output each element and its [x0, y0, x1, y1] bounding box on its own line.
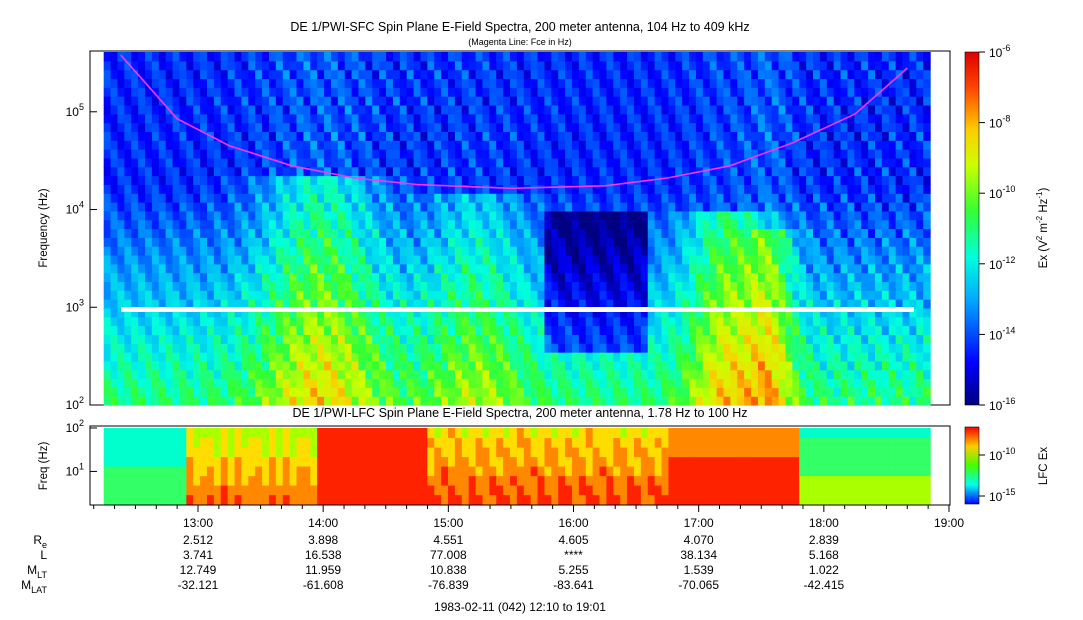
lfc-colorbar-label: LFC Ex — [1038, 447, 1050, 486]
sfc-colorbar-ticks: 10-6 10-8 10-10 10-12 10-14 10-16 — [979, 43, 1015, 413]
lfc-title: DE 1/PWI-LFC Spin Plane E-Field Spectra,… — [292, 406, 747, 420]
ephemeris-value: -32.121 — [178, 578, 219, 592]
ephemeris-value: 38.134 — [680, 548, 717, 562]
ephemeris-value: 3.898 — [308, 533, 338, 547]
date-range-footer: 1983-02-11 (042) 12:10 to 19:01 — [434, 600, 606, 614]
fce-magenta-line — [120, 54, 908, 190]
ephemeris-value: 11.959 — [305, 563, 341, 577]
sfc-colorbar-tick-label: 10-16 — [989, 396, 1015, 413]
sfc-y-tick-label: 103 — [66, 297, 84, 314]
time-tick-label: 13:00 — [183, 516, 213, 530]
lfc-spectrogram — [103, 428, 931, 505]
time-tick-label: 16:00 — [558, 516, 588, 530]
ephemeris-value: -42.415 — [803, 578, 844, 592]
sfc-colorbar-tick-label: 10-8 — [989, 114, 1010, 131]
sfc-y-tick-label: 104 — [66, 200, 84, 217]
time-tick-label: 14:00 — [308, 516, 338, 530]
time-axis: 13:00 14:00 15:00 16:00 17:00 18:00 19:00 — [90, 504, 964, 530]
lfc-y-axis-label: Freq (Hz) — [38, 442, 50, 491]
time-tick-label: 17:00 — [684, 516, 714, 530]
sfc-panel: 102 103 104 105 Frequency (Hz) — [38, 50, 951, 412]
lfc-colorbar-ticks: 10-10 10-15 — [979, 446, 1015, 504]
ephemeris-value: -61.608 — [303, 578, 344, 592]
sfc-spectrogram — [103, 52, 931, 406]
lfc-colorbar: 10-10 10-15 LFC Ex — [964, 426, 1050, 505]
ephemeris-value: 4.070 — [684, 533, 714, 547]
ephemeris-row-label: MLT — [27, 563, 47, 580]
ephemeris-value: 4.551 — [433, 533, 463, 547]
ephemeris-row-label: MLAT — [21, 578, 47, 595]
sfc-y-tick-label: 105 — [66, 102, 84, 119]
time-tick-label: 15:00 — [433, 516, 463, 530]
sfc-y-tick-label: 102 — [66, 395, 84, 412]
sfc-colorbar-tick-label: 10-6 — [989, 43, 1010, 60]
ephemeris-value: -83.641 — [553, 578, 594, 592]
lfc-colorbar-scale — [964, 426, 980, 505]
sfc-colorbar-tick-label: 10-10 — [989, 184, 1015, 201]
ephemeris-value: 77.008 — [430, 548, 467, 562]
sfc-colorbar-label: Ex (V2 m-2 Hz-1) — [1035, 187, 1050, 268]
ephemeris-value: 12.749 — [180, 563, 217, 577]
ephemeris-value: 10.838 — [430, 563, 467, 577]
ephemeris-value: -70.065 — [678, 578, 719, 592]
ephemeris-value: -76.839 — [428, 578, 469, 592]
ephemeris-value: 5.255 — [558, 563, 588, 577]
sfc-colorbar: 10-6 10-8 10-10 10-12 10-14 10-16 Ex (V2 m-2 … — [964, 43, 1050, 413]
ephemeris-value: 5.168 — [809, 548, 839, 562]
lfc-panel: 101 102 Freq (Hz) — [38, 418, 951, 506]
ephemeris-row-label: Re — [33, 533, 47, 550]
sfc-y-axis-label: Frequency (Hz) — [38, 188, 50, 267]
sfc-colorbar-tick-label: 10-12 — [989, 255, 1015, 272]
sfc-band-gap — [121, 307, 914, 312]
ephemeris-value: 16.538 — [305, 548, 342, 562]
ephemeris-value: 2.512 — [183, 533, 213, 547]
time-tick-label: 18:00 — [809, 516, 839, 530]
ephemeris-value: 3.741 — [183, 548, 213, 562]
ephemeris-value: 2.839 — [809, 533, 839, 547]
ephemeris-value: 1.022 — [809, 563, 839, 577]
sfc-colorbar-scale — [964, 51, 980, 406]
ephemeris-table: Re 2.512 3.898 4.551 4.605 4.070 2.839 L 3.741 16… — [21, 533, 844, 595]
ephemeris-value: 4.605 — [558, 533, 588, 547]
ephemeris-value: 1.539 — [684, 563, 714, 577]
lfc-y-axis-ticks: 101 102 — [66, 418, 97, 478]
sfc-subtitle: (Magenta Line: Fce in Hz) — [468, 37, 572, 47]
sfc-y-axis-ticks: 102 103 104 105 — [66, 102, 97, 412]
sfc-colorbar-tick-label: 10-14 — [989, 325, 1015, 342]
lfc-y-tick-label: 101 — [66, 461, 84, 478]
lfc-y-tick-label: 102 — [66, 418, 84, 435]
sfc-title: DE 1/PWI-SFC Spin Plane E-Field Spectra,… — [290, 20, 749, 34]
time-tick-label: 19:00 — [934, 516, 964, 530]
lfc-colorbar-tick-label: 10-15 — [989, 487, 1015, 504]
ephemeris-value: **** — [564, 548, 583, 562]
ephemeris-row-label: L — [40, 548, 47, 562]
lfc-colorbar-tick-label: 10-10 — [989, 446, 1015, 463]
